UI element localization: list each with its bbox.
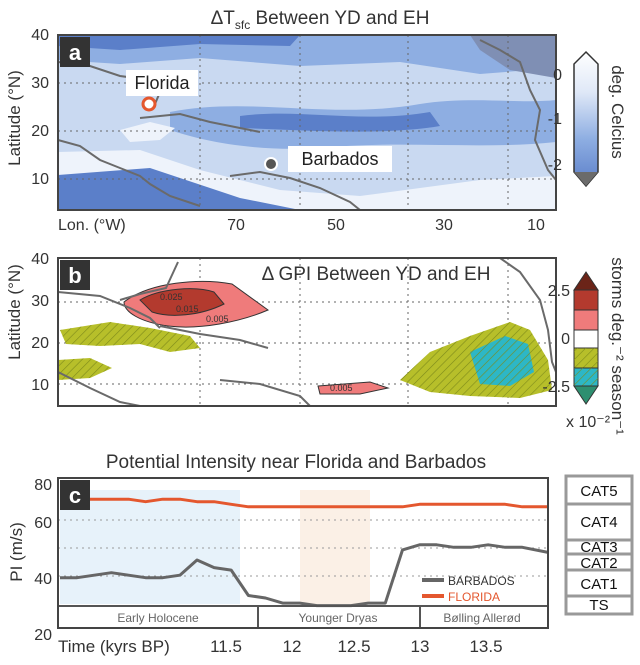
panel-b-colorbar-scale: x 10⁻² bbox=[566, 414, 611, 431]
panel-a-colorbar-tick: -1 bbox=[548, 111, 562, 128]
legend-label-florida: FLORIDA bbox=[448, 590, 500, 604]
panel-b: Latitude (°N) 40 30 20 10 bbox=[5, 251, 627, 435]
panel-c-y-tick: 60 bbox=[34, 515, 52, 532]
panel-b-badge-box bbox=[60, 260, 90, 290]
panel-a-lat-tick: 30 bbox=[31, 75, 49, 92]
panel-c-y-tick: 40 bbox=[34, 571, 52, 588]
panel-c-y-tick: 20 bbox=[34, 627, 52, 644]
panel-a-xlabel: Lon. (°W) bbox=[58, 217, 126, 234]
panel-a-lon-tick: 70 bbox=[227, 217, 245, 234]
series-line-florida bbox=[60, 497, 548, 509]
panel-c-badge-box bbox=[60, 480, 90, 510]
panel-b-map bbox=[57, 257, 557, 407]
panel-b-contour-label: 0.015 bbox=[176, 304, 199, 314]
panel-b-contour-label: 0.005 bbox=[330, 383, 353, 393]
panel-c-title: Potential Intensity near Florida and Bar… bbox=[106, 452, 486, 473]
panel-c-x-tick: 12 bbox=[283, 637, 302, 656]
panel-b-lat-tick: 10 bbox=[31, 377, 49, 394]
panel-a-lat-tick: 20 bbox=[31, 123, 49, 140]
panel-a-lon-tick: 30 bbox=[435, 217, 453, 234]
panel-b-lat-tick: 30 bbox=[31, 293, 49, 310]
panel-a-colorbar-tick: -2 bbox=[548, 157, 562, 174]
panel-a-badge-box bbox=[60, 37, 90, 67]
panel-a-lat-tick: 10 bbox=[31, 171, 49, 188]
younger-dryas-shade bbox=[300, 490, 370, 604]
panel-c-plot: Early Holocene Younger Dryas Bølling All… bbox=[57, 477, 549, 644]
panel-b-title: Δ GPI Between YD and EH bbox=[262, 264, 491, 285]
barbados-marker bbox=[264, 157, 278, 171]
category-label: CAT5 bbox=[580, 483, 617, 500]
panel-a-map bbox=[57, 34, 557, 211]
era-label: Younger Dryas bbox=[299, 611, 378, 625]
panel-a-lon-tick: 50 bbox=[327, 217, 345, 234]
florida-marker bbox=[141, 96, 157, 112]
panel-c-badge: c bbox=[69, 483, 81, 508]
panel-b-colorbar-tick: -2.5 bbox=[542, 379, 570, 396]
era-label: Early Holocene bbox=[117, 611, 199, 625]
panel-b-colorbar-tick: 2.5 bbox=[548, 283, 570, 300]
panel-a-ylabel: Latitude (°N) bbox=[5, 70, 24, 166]
category-label: CAT1 bbox=[580, 576, 617, 593]
barbados-label: Barbados bbox=[301, 149, 378, 169]
panel-a-colorbar: 0 -1 -2 deg. Celcius bbox=[548, 50, 627, 188]
florida-label: Florida bbox=[134, 73, 190, 93]
panel-c-x-tick: 13 bbox=[411, 637, 430, 656]
panel-c-y-tick: 80 bbox=[34, 477, 52, 494]
panel-c-ylabel: PI (m/s) bbox=[7, 522, 26, 582]
panel-b-colorbar-tick: 0 bbox=[561, 331, 570, 348]
era-label: Bølling Allerød bbox=[443, 611, 520, 625]
panel-c-x-tick: 12.5 bbox=[337, 637, 370, 656]
panel-a-colorbar-label: deg. Celcius bbox=[608, 65, 627, 159]
category-label: TS bbox=[589, 597, 608, 614]
legend-label-barbados: BARBADOS bbox=[448, 574, 515, 588]
panel-b-badge: b bbox=[68, 263, 81, 288]
panel-a-lon-tick: 10 bbox=[527, 217, 545, 234]
panel-b-ylabel: Latitude (°N) bbox=[5, 264, 24, 360]
category-scale: CAT5 CAT4 CAT3 CAT2 CAT1 TS bbox=[564, 474, 634, 616]
panel-a-title: ΔTsfc Between YD and EH bbox=[211, 8, 430, 32]
series-line-barbados bbox=[60, 543, 549, 608]
barbados-label-box bbox=[288, 146, 392, 172]
panel-a-colorbar-tick: 0 bbox=[553, 67, 562, 84]
category-label: CAT3 bbox=[580, 539, 617, 556]
panel-b-contour-label: 0.005 bbox=[206, 314, 229, 324]
panel-c-x-tick: 13.5 bbox=[469, 637, 502, 656]
panel-b-lat-tick: 40 bbox=[31, 251, 49, 268]
panel-c: Potential Intensity near Florida and Bar… bbox=[7, 452, 634, 656]
panel-c-x-tick: 11.5 bbox=[210, 637, 242, 656]
panel-c-xlabel: Time (kyrs BP) bbox=[58, 637, 170, 656]
panel-a: ΔTsfc Between YD and EH Latitude (°N) 40… bbox=[5, 8, 627, 234]
panel-b-contour-label: 0.025 bbox=[160, 292, 183, 302]
series-layer bbox=[60, 497, 549, 608]
panel-b-lat-tick: 20 bbox=[31, 335, 49, 352]
panel-a-lat-tick: 40 bbox=[31, 27, 49, 44]
category-label: CAT2 bbox=[580, 555, 617, 572]
category-label: CAT4 bbox=[580, 514, 617, 531]
florida-label-box bbox=[126, 70, 198, 96]
panel-b-colorbar: 2.5 0 -2.5 x 10⁻² storms deg.⁻² season⁻¹ bbox=[542, 257, 627, 435]
panel-b-colorbar-label: storms deg.⁻² season⁻¹ bbox=[608, 257, 627, 435]
panel-a-badge: a bbox=[69, 40, 82, 65]
